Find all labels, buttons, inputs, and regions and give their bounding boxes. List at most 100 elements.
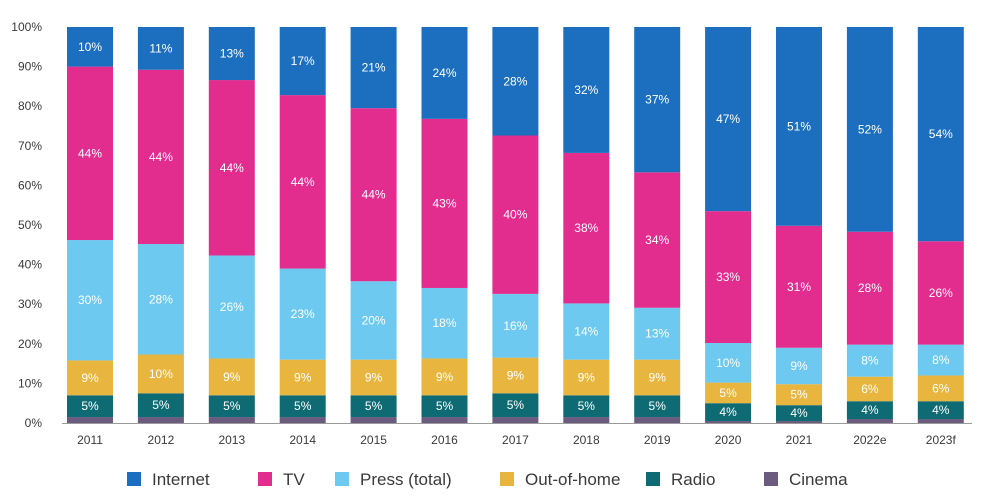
x-tick-label: 2011 xyxy=(77,433,103,447)
bar-segment-internet-2017 xyxy=(492,27,539,136)
bar-segment-tv-2018 xyxy=(563,152,610,304)
data-label: 44% xyxy=(149,150,173,164)
bar-group-2013: 5% 9% 26% 44% 13% xyxy=(208,27,255,423)
data-label: 44% xyxy=(362,188,386,202)
legend-swatch xyxy=(646,472,660,486)
bar-group-2014: 5% 9% 23% 44% 17% xyxy=(279,27,326,423)
data-label: 20% xyxy=(362,313,386,327)
bar-segment-internet-2012 xyxy=(137,27,184,70)
bar-segment-press-total--2022e xyxy=(846,344,893,377)
x-tick-label: 2023f xyxy=(926,433,957,447)
bar-segment-internet-2020 xyxy=(705,27,752,212)
data-label: 5% xyxy=(507,398,525,412)
bar-segment-press-total--2018 xyxy=(563,303,610,360)
bar-group-2015: 5% 9% 20% 44% 21% xyxy=(350,27,397,423)
bar-segment-press-total--2016 xyxy=(421,287,468,359)
x-axis: 2011 2012 2013 2014 2015 2016 2017 2018 2019 2020… xyxy=(62,423,972,447)
legend-label: Internet xyxy=(152,470,210,489)
data-label: 9% xyxy=(649,370,667,384)
data-label: 14% xyxy=(574,325,598,339)
bar-segment-out-of-home-2021 xyxy=(776,384,822,406)
bar-segment-out-of-home-2011 xyxy=(67,360,113,396)
bar-segment-tv-2014 xyxy=(279,95,326,269)
y-tick-label: 30% xyxy=(18,297,42,311)
bar-segment-radio-2020 xyxy=(705,403,752,422)
bar-segment-out-of-home-2016 xyxy=(421,358,468,396)
bar-segment-out-of-home-2023f xyxy=(917,375,964,402)
bar-segment-internet-2021 xyxy=(776,27,822,226)
bar-segment-press-total--2015 xyxy=(350,281,397,360)
legend-swatch xyxy=(500,472,514,486)
bar-segment-radio-2016 xyxy=(421,395,468,418)
data-label: 30% xyxy=(78,293,102,307)
data-label: 5% xyxy=(719,386,737,400)
data-label: 11% xyxy=(149,41,172,55)
data-label: 31% xyxy=(787,280,811,294)
y-tick-label: 40% xyxy=(18,258,42,272)
bar-segment-tv-2022e xyxy=(846,231,893,345)
data-label: 40% xyxy=(503,208,527,222)
bar-segment-out-of-home-2018 xyxy=(563,359,610,396)
y-tick-label: 70% xyxy=(18,139,42,153)
bar-segment-cinema-2023f xyxy=(917,419,964,423)
bar-segment-radio-2019 xyxy=(634,395,681,418)
legend-swatch xyxy=(764,472,778,486)
x-tick-label: 2018 xyxy=(573,433,600,447)
x-tick-label: 2017 xyxy=(502,433,529,447)
bars: 5% 9% 30% 44% 10% 5% 10% 28% 44% 11% 5% 9% 26% 44% 13%… xyxy=(67,27,964,423)
legend-item-tv: TV xyxy=(258,470,305,489)
bar-segment-radio-2018 xyxy=(563,395,610,418)
bar-segment-internet-2022e xyxy=(846,27,893,232)
bar-segment-out-of-home-2015 xyxy=(350,359,397,396)
bar-segment-tv-2013 xyxy=(208,80,255,256)
bar-segment-cinema-2021 xyxy=(776,421,822,423)
legend: Internet TV Press (total) Out-of-home Radio C… xyxy=(127,470,848,489)
data-label: 4% xyxy=(790,406,808,420)
bar-segment-cinema-2013 xyxy=(208,417,255,423)
data-label: 8% xyxy=(932,353,950,367)
bar-segment-radio-2013 xyxy=(208,395,255,418)
y-tick-label: 100% xyxy=(11,20,42,34)
bar-segment-cinema-2014 xyxy=(279,417,326,423)
x-tick-label: 2021 xyxy=(786,433,813,447)
data-label: 13% xyxy=(645,327,669,341)
bar-segment-cinema-2015 xyxy=(350,417,397,423)
y-tick-label: 10% xyxy=(18,376,42,390)
bar-segment-internet-2016 xyxy=(421,27,468,119)
bar-group-2022e: 4% 6% 8% 28% 52% xyxy=(846,27,893,423)
y-tick-label: 50% xyxy=(18,218,42,232)
bar-segment-radio-2023f xyxy=(917,401,964,420)
bar-segment-press-total--2020 xyxy=(705,343,752,383)
legend-item-cinema: Cinema xyxy=(764,470,848,489)
data-label: 13% xyxy=(220,47,244,61)
bar-segment-tv-2017 xyxy=(492,135,539,294)
legend-item-radio: Radio xyxy=(646,470,715,489)
bar-segment-cinema-2020 xyxy=(705,421,752,423)
bar-segment-internet-2019 xyxy=(634,27,681,173)
bar-segment-tv-2016 xyxy=(421,118,468,288)
bar-segment-cinema-2016 xyxy=(421,417,468,423)
data-label: 5% xyxy=(152,398,170,412)
bar-segment-tv-2011 xyxy=(67,66,113,241)
data-label: 5% xyxy=(790,388,808,402)
data-label: 17% xyxy=(291,54,315,68)
data-label: 5% xyxy=(81,399,99,413)
data-label: 9% xyxy=(578,370,596,384)
bar-segment-internet-2014 xyxy=(279,27,326,96)
data-label: 23% xyxy=(291,307,315,321)
data-label: 5% xyxy=(578,399,596,413)
bar-segment-cinema-2011 xyxy=(67,417,113,423)
y-tick-label: 20% xyxy=(18,337,42,351)
x-tick-label: 2020 xyxy=(715,433,742,447)
x-tick-label: 2016 xyxy=(431,433,458,447)
bar-segment-internet-2013 xyxy=(208,27,255,81)
data-label: 16% xyxy=(503,319,527,333)
bar-segment-radio-2017 xyxy=(492,393,539,418)
data-label: 28% xyxy=(858,281,882,295)
bar-segment-internet-2011 xyxy=(67,27,113,67)
x-tick-label: 2014 xyxy=(289,433,316,447)
bar-segment-radio-2015 xyxy=(350,395,397,418)
bar-segment-tv-2019 xyxy=(634,172,681,308)
data-label: 33% xyxy=(716,270,740,284)
